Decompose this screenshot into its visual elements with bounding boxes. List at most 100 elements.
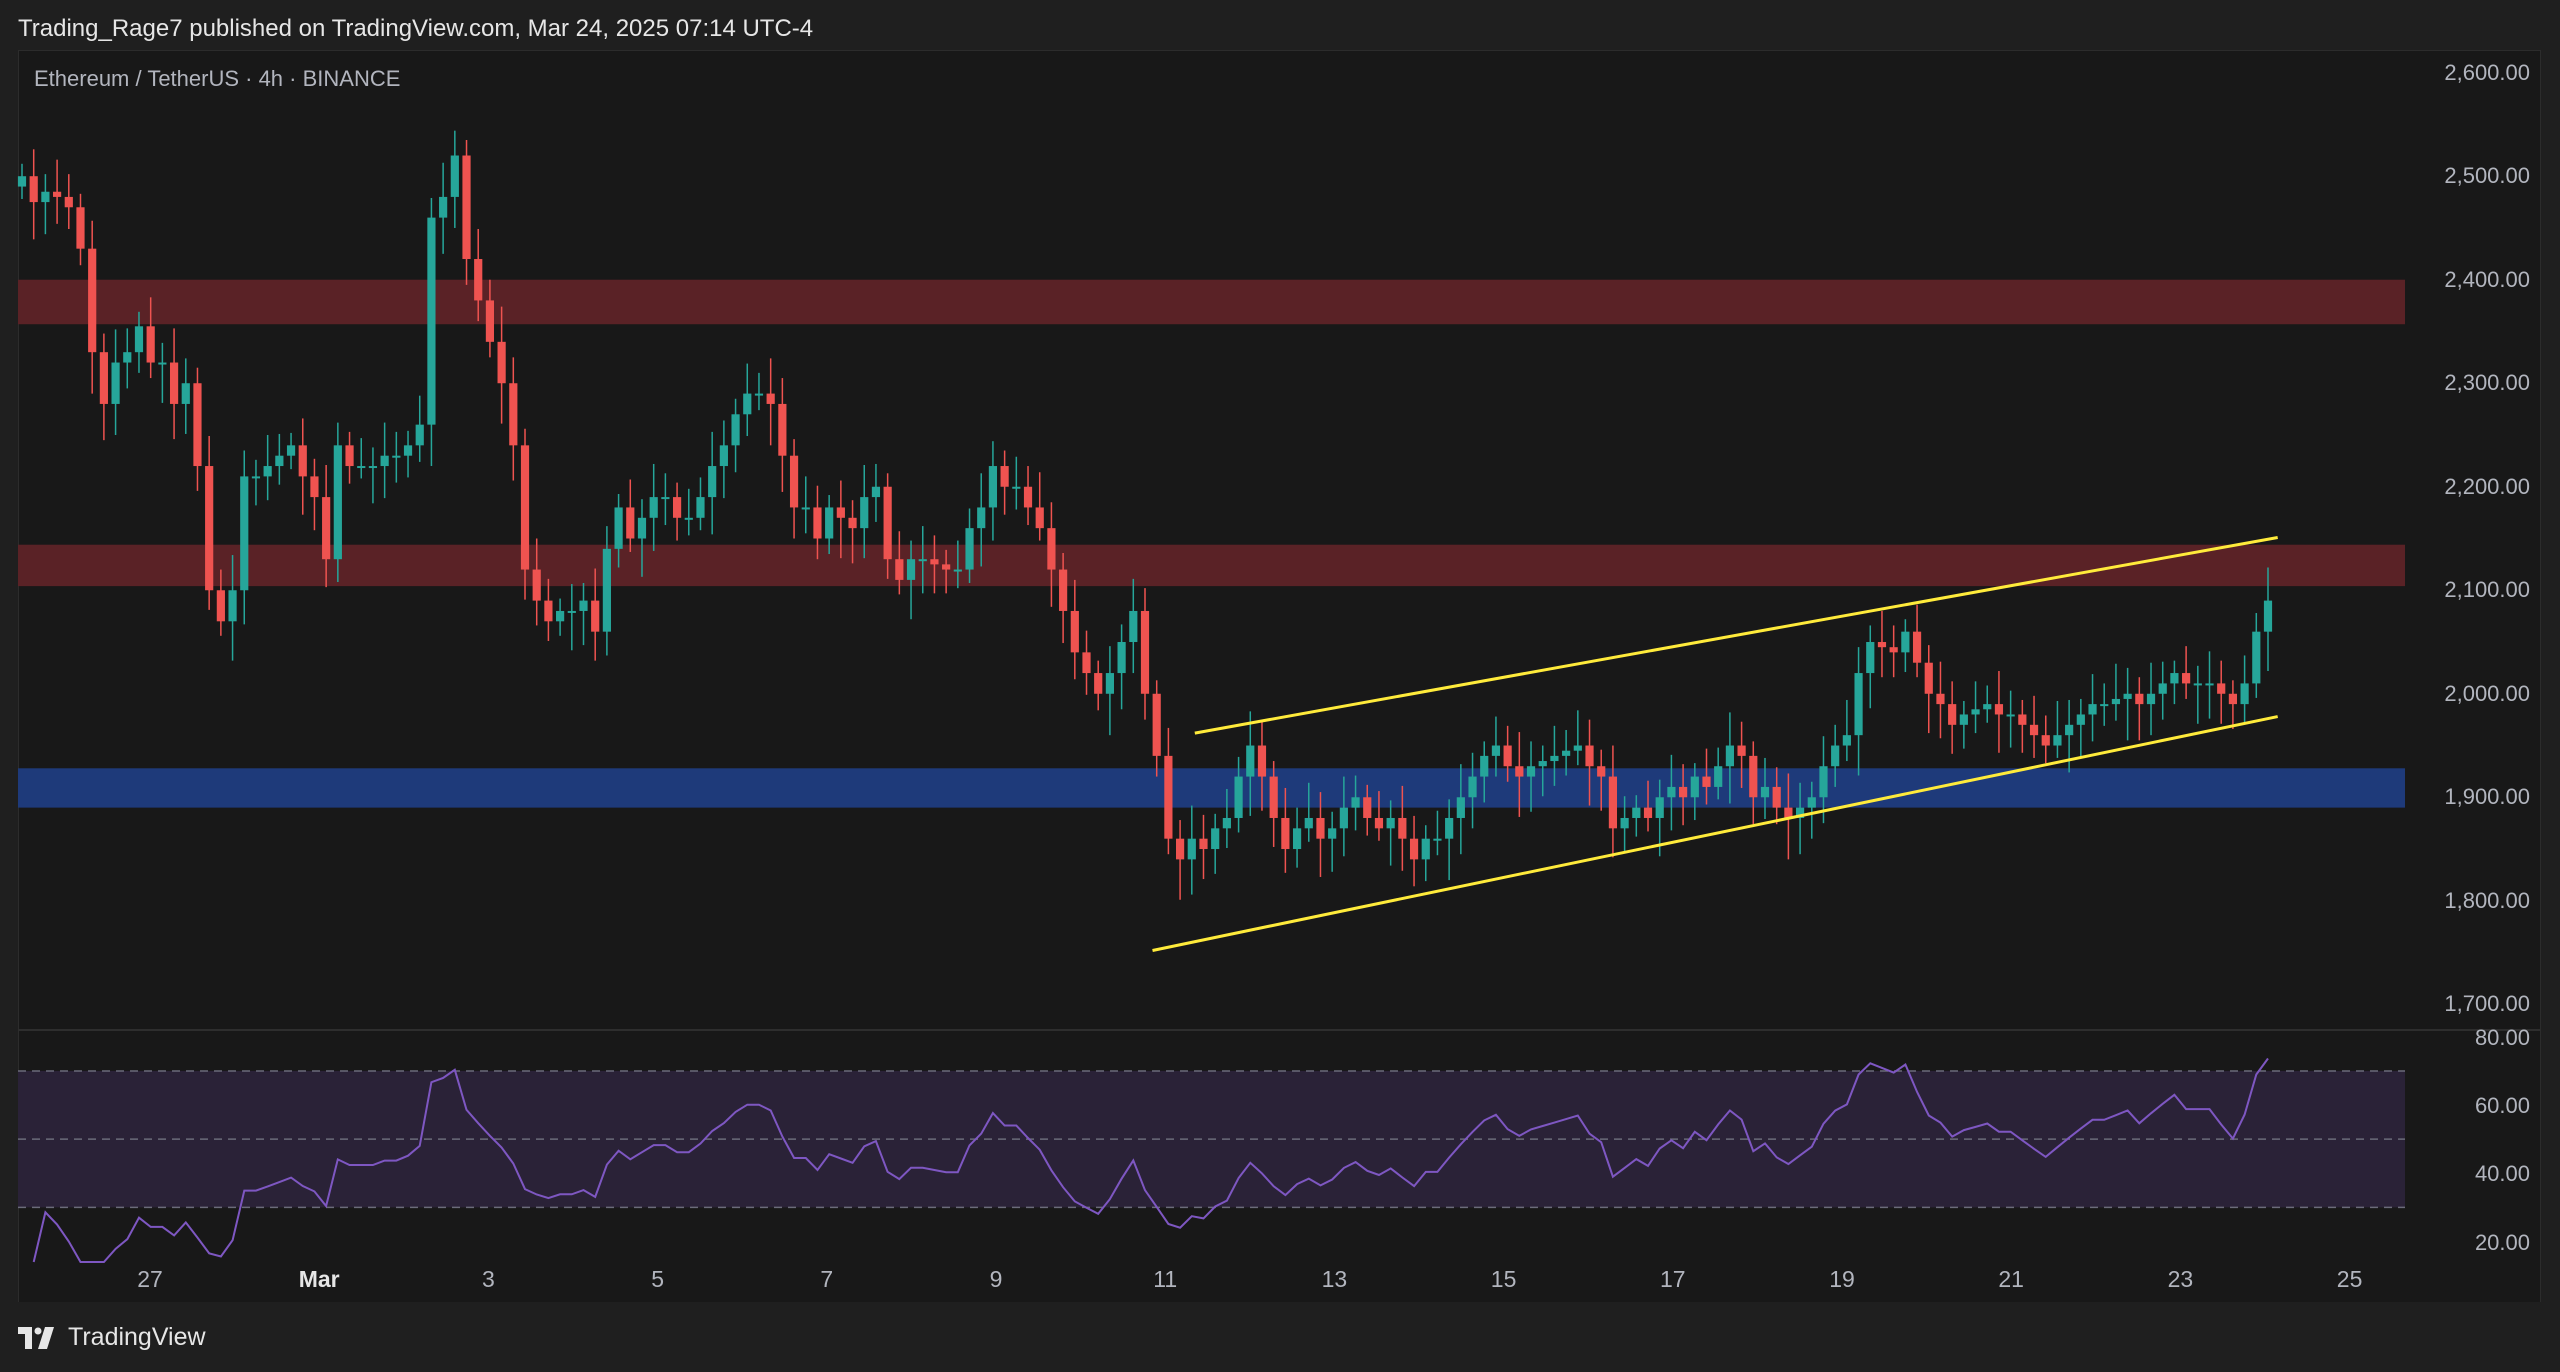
candle-up: [2006, 714, 2015, 717]
support-zone-2: [18, 768, 2405, 808]
price-tick-label: 2,500.00: [2444, 163, 2530, 189]
candle-up: [1211, 828, 1220, 850]
candle-up: [1445, 817, 1454, 839]
brand[interactable]: TradingView: [18, 1323, 206, 1352]
candle-up: [1339, 807, 1348, 829]
candle-up: [1105, 673, 1115, 694]
candle-up: [1807, 797, 1816, 808]
candle-up: [567, 610, 576, 613]
candle-up: [684, 517, 693, 520]
candle-up: [2263, 600, 2273, 632]
price-tick-label: 2,100.00: [2444, 577, 2530, 603]
candle-down: [1140, 610, 1150, 694]
resistance-zone-1: [18, 544, 2405, 587]
candle-down: [544, 600, 553, 622]
candle-down: [193, 383, 202, 467]
candle-down: [485, 300, 495, 342]
candle-down: [1889, 647, 1898, 653]
candle-down: [1597, 766, 1606, 777]
price-tick-label: 2,000.00: [2444, 680, 2530, 706]
candle-down: [1398, 817, 1407, 839]
candle-up: [111, 362, 120, 404]
price-tick-label: 2,600.00: [2444, 59, 2530, 85]
candle-down: [1643, 807, 1653, 818]
symbol-title[interactable]: Ethereum / TetherUS · 4h · BINANCE: [34, 66, 401, 91]
candle-down: [1784, 807, 1793, 818]
candle-down: [1374, 817, 1384, 829]
candle-up: [2065, 724, 2074, 736]
candle-down: [310, 476, 319, 498]
candle-up: [1433, 838, 1442, 841]
rsi-tick-label: 40.00: [2474, 1161, 2530, 1187]
candle-down: [1737, 745, 1746, 756]
candle-up: [1304, 817, 1313, 829]
candle-down: [778, 403, 787, 456]
candle-up: [1795, 807, 1805, 818]
candle-up: [1386, 817, 1395, 829]
candle-down: [52, 191, 62, 197]
candle-up: [275, 455, 284, 467]
candle-down: [216, 590, 225, 622]
candle-down: [64, 196, 73, 208]
candle-up: [708, 466, 717, 498]
candle-down: [1877, 642, 1887, 648]
candle-up: [1831, 745, 1840, 767]
candle-down: [1679, 786, 1688, 798]
candle-down: [1585, 745, 1594, 767]
candle-down: [1199, 838, 1208, 850]
time-tick-label: 27: [137, 1266, 163, 1292]
candle-down: [672, 497, 682, 518]
candle-up: [2053, 735, 2062, 746]
candle-up: [906, 559, 916, 580]
candle-down: [1702, 776, 1711, 787]
rsi-tick-label: 80.00: [2474, 1024, 2530, 1050]
candle-down: [1515, 766, 1524, 777]
candle-down: [1257, 745, 1267, 777]
candle-up: [1246, 745, 1255, 777]
candle-down: [1772, 786, 1781, 808]
candle-down: [1082, 652, 1091, 674]
rsi-tick-label: 60.00: [2474, 1093, 2530, 1119]
candle-down: [2182, 673, 2191, 684]
candle-down: [1608, 776, 1618, 829]
candle-down: [1912, 631, 1922, 663]
candle-up: [1222, 817, 1231, 829]
candle-up: [1117, 642, 1126, 674]
candle-up: [1012, 486, 1021, 489]
candle-up: [2100, 704, 2109, 707]
candle-up: [602, 548, 611, 632]
candle-down: [1152, 693, 1161, 756]
candle-up: [1491, 745, 1501, 756]
candle-up: [380, 455, 389, 467]
candle-down: [1316, 817, 1325, 839]
candle-down: [1409, 838, 1419, 860]
candle-up: [1456, 797, 1465, 818]
candle-down: [626, 507, 635, 539]
candle-up: [1819, 766, 1828, 798]
price-tick-label: 2,300.00: [2444, 370, 2530, 396]
candle-up: [368, 466, 378, 469]
channel-line-1: [1194, 535, 2278, 735]
candle-up: [2158, 683, 2167, 694]
candle-up: [1667, 786, 1676, 798]
candle-up: [1959, 714, 1968, 725]
candle-up: [988, 466, 998, 508]
candle-down: [2029, 724, 2039, 736]
candle-down: [146, 326, 155, 363]
candle-down: [520, 445, 530, 570]
candle-down: [509, 383, 518, 446]
candle-down: [532, 569, 541, 601]
candle-down: [462, 155, 471, 260]
candle-up: [1550, 755, 1559, 762]
candle-up: [2111, 698, 2121, 705]
candle-up: [1526, 766, 1536, 777]
candle-up: [450, 155, 459, 197]
candle-up: [1760, 786, 1770, 798]
candle-down: [345, 445, 354, 467]
candle-down: [474, 259, 483, 301]
candle-down: [1164, 755, 1173, 839]
candle-down: [930, 559, 939, 565]
candle-up: [825, 507, 834, 539]
candle-up: [1351, 797, 1360, 808]
